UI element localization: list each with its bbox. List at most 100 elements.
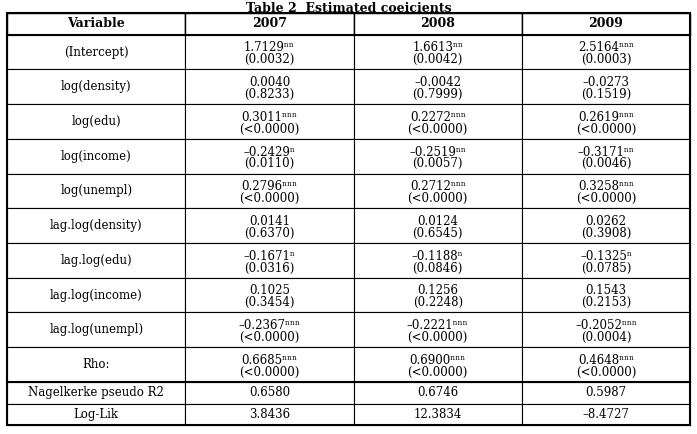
- Bar: [522, 382, 690, 404]
- Text: 2008: 2008: [420, 17, 455, 30]
- Text: (0.0032): (0.0032): [245, 53, 295, 66]
- Bar: [7, 347, 185, 382]
- Bar: [522, 208, 690, 243]
- Text: lag.log(density): lag.log(density): [50, 219, 142, 232]
- Text: –0.2221ⁿⁿⁿ: –0.2221ⁿⁿⁿ: [407, 319, 468, 332]
- Bar: [353, 13, 522, 35]
- Bar: [353, 69, 522, 104]
- Text: log(income): log(income): [61, 150, 132, 163]
- Text: (0.1519): (0.1519): [581, 88, 631, 101]
- Bar: [185, 208, 353, 243]
- Text: 0.2272ⁿⁿⁿ: 0.2272ⁿⁿⁿ: [410, 111, 466, 124]
- Text: (<0.0000): (<0.0000): [239, 123, 300, 136]
- Bar: [7, 69, 185, 104]
- Text: log(density): log(density): [61, 80, 132, 93]
- Bar: [7, 243, 185, 278]
- Text: Variable: Variable: [68, 17, 125, 30]
- Bar: [353, 174, 522, 208]
- Text: 0.2796ⁿⁿⁿ: 0.2796ⁿⁿⁿ: [241, 180, 298, 193]
- Text: 0.0141: 0.0141: [249, 215, 290, 228]
- Text: –0.2052ⁿⁿⁿ: –0.2052ⁿⁿⁿ: [575, 319, 637, 332]
- Text: Nagelkerke pseudo R2: Nagelkerke pseudo R2: [29, 386, 164, 399]
- Text: 0.0124: 0.0124: [418, 215, 458, 228]
- Bar: [7, 382, 185, 404]
- Bar: [353, 208, 522, 243]
- Text: (0.3454): (0.3454): [245, 296, 295, 309]
- Text: 0.6685ⁿⁿⁿ: 0.6685ⁿⁿⁿ: [241, 354, 298, 367]
- Text: lag.log(income): lag.log(income): [50, 289, 143, 302]
- Text: 0.6746: 0.6746: [417, 386, 459, 399]
- Text: (<0.0000): (<0.0000): [576, 192, 636, 205]
- Text: (<0.0000): (<0.0000): [408, 331, 468, 344]
- Text: –0.1671ⁿ: –0.1671ⁿ: [244, 250, 296, 263]
- Text: –0.0042: –0.0042: [414, 76, 461, 89]
- Text: 1.6613ⁿⁿ: 1.6613ⁿⁿ: [412, 41, 464, 54]
- Bar: [522, 104, 690, 139]
- Bar: [185, 104, 353, 139]
- Text: (<0.0000): (<0.0000): [239, 331, 300, 344]
- Text: 0.6900ⁿⁿⁿ: 0.6900ⁿⁿⁿ: [410, 354, 466, 367]
- Text: (0.6545): (0.6545): [413, 227, 463, 240]
- Text: 0.2619ⁿⁿⁿ: 0.2619ⁿⁿⁿ: [578, 111, 634, 124]
- Text: log(unempl): log(unempl): [60, 184, 132, 197]
- Text: (0.0110): (0.0110): [245, 158, 295, 171]
- Bar: [7, 139, 185, 174]
- Bar: [353, 278, 522, 312]
- Bar: [522, 243, 690, 278]
- Bar: [522, 404, 690, 425]
- Bar: [353, 382, 522, 404]
- Text: 2009: 2009: [588, 17, 623, 30]
- Bar: [185, 404, 353, 425]
- Bar: [185, 174, 353, 208]
- Bar: [522, 69, 690, 104]
- Text: (<0.0000): (<0.0000): [239, 366, 300, 379]
- Text: 0.3011ⁿⁿⁿ: 0.3011ⁿⁿⁿ: [242, 111, 298, 124]
- Bar: [185, 69, 353, 104]
- Bar: [353, 312, 522, 347]
- Text: –0.2519ⁿⁿ: –0.2519ⁿⁿ: [409, 145, 466, 158]
- Text: (<0.0000): (<0.0000): [239, 192, 300, 205]
- Text: lag.log(edu): lag.log(edu): [61, 254, 132, 267]
- Text: (0.2248): (0.2248): [413, 296, 463, 309]
- Text: 0.1025: 0.1025: [249, 284, 290, 297]
- Bar: [7, 208, 185, 243]
- Bar: [185, 243, 353, 278]
- Text: (0.0846): (0.0846): [413, 262, 463, 275]
- Bar: [353, 243, 522, 278]
- Bar: [522, 35, 690, 69]
- Text: 1.7129ⁿⁿ: 1.7129ⁿⁿ: [244, 41, 295, 54]
- Bar: [185, 382, 353, 404]
- Bar: [353, 104, 522, 139]
- Text: (0.7999): (0.7999): [413, 88, 463, 101]
- Text: (0.0004): (0.0004): [581, 331, 631, 344]
- Bar: [185, 13, 353, 35]
- Text: –0.2429ⁿ: –0.2429ⁿ: [244, 145, 296, 158]
- Text: 0.2712ⁿⁿⁿ: 0.2712ⁿⁿⁿ: [410, 180, 466, 193]
- Text: –0.1325ⁿ: –0.1325ⁿ: [580, 250, 632, 263]
- Bar: [185, 35, 353, 69]
- Text: 0.1543: 0.1543: [585, 284, 627, 297]
- Text: Log-Lik: Log-Lik: [74, 408, 118, 421]
- Bar: [522, 278, 690, 312]
- Bar: [7, 278, 185, 312]
- Text: (0.0046): (0.0046): [581, 158, 631, 171]
- Text: (0.0042): (0.0042): [413, 53, 463, 66]
- Text: 0.6580: 0.6580: [249, 386, 290, 399]
- Text: (0.8233): (0.8233): [245, 88, 295, 101]
- Text: (0.2153): (0.2153): [581, 296, 631, 309]
- Text: (0.3908): (0.3908): [581, 227, 631, 240]
- Bar: [185, 347, 353, 382]
- Bar: [522, 139, 690, 174]
- Text: lag.log(unempl): lag.log(unempl): [49, 323, 144, 336]
- Text: Table 2  Estimated coeicients: Table 2 Estimated coeicients: [245, 2, 452, 15]
- Bar: [353, 404, 522, 425]
- Bar: [7, 312, 185, 347]
- Text: (<0.0000): (<0.0000): [408, 366, 468, 379]
- Text: (<0.0000): (<0.0000): [408, 123, 468, 136]
- Text: log(edu): log(edu): [71, 115, 121, 128]
- Bar: [185, 312, 353, 347]
- Bar: [7, 174, 185, 208]
- Bar: [522, 174, 690, 208]
- Text: 0.3258ⁿⁿⁿ: 0.3258ⁿⁿⁿ: [578, 180, 634, 193]
- Bar: [522, 13, 690, 35]
